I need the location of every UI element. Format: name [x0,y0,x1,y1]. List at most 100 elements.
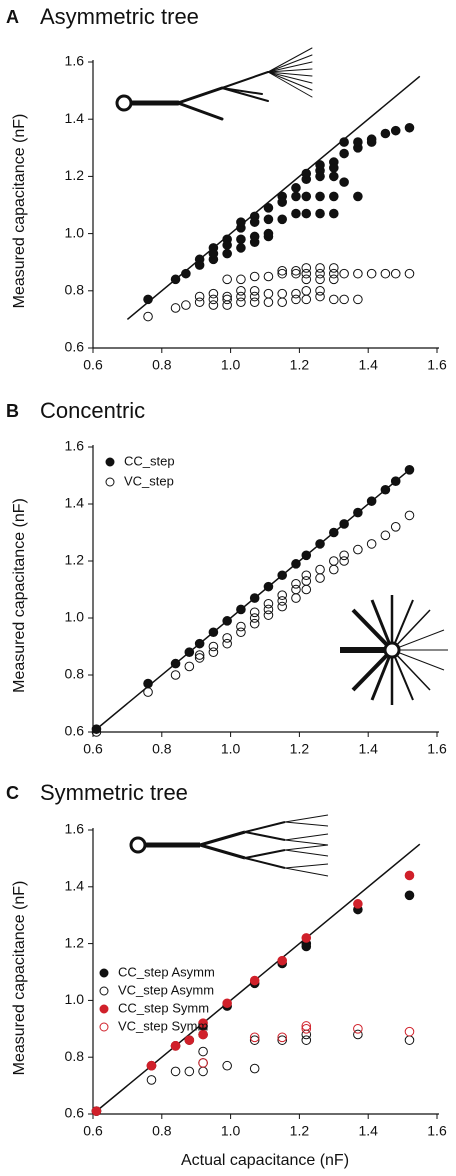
point [315,286,325,296]
point [222,638,232,649]
point [91,1106,102,1116]
point [263,610,274,620]
point [194,260,205,270]
point [170,303,181,313]
point [404,122,415,133]
panel-letter: B [6,401,19,421]
point [263,214,274,225]
point [277,590,288,601]
y-tick-label: 0.6 [65,723,85,739]
point [146,1075,157,1085]
point [222,998,232,1009]
point [329,274,339,285]
x-tick-label: 1.0 [221,357,241,373]
y-tick-label: 1.2 [65,552,85,568]
point [390,476,401,487]
point [236,627,246,638]
y-tick-label: 1.6 [65,438,85,454]
point [301,268,312,279]
point [301,274,312,285]
point [222,1060,232,1071]
point [404,268,415,279]
x-tick-label: 1.6 [427,357,447,373]
point [208,300,219,310]
point [301,191,312,202]
x-tick-label: 0.8 [152,741,172,757]
point [339,137,349,147]
y-tick-label: 0.8 [65,666,85,682]
legend-marker [105,477,115,487]
point [143,678,153,689]
point [184,1066,195,1077]
point [236,604,246,615]
point [353,294,363,305]
point [249,297,260,308]
point [277,197,288,207]
legend-marker [99,986,109,996]
point [236,291,246,302]
point [315,160,325,170]
y-tick-label: 0.6 [65,339,85,355]
point [301,208,312,219]
point [339,519,349,529]
panel-letter: C [6,783,19,803]
point [194,653,205,663]
point [198,1066,208,1077]
legend-label: VC_step [124,473,174,488]
y-tick-label: 1.4 [65,495,85,511]
point [236,234,246,245]
x-tick-label: 1.4 [358,357,378,373]
x-tick-label: 0.6 [83,1123,103,1139]
panel-title: Asymmetric tree [40,4,199,29]
point [390,125,401,136]
point [315,263,325,273]
point [315,268,325,279]
point [194,297,205,308]
point [277,570,288,581]
point [249,231,260,242]
x-tick-label: 1.4 [358,1123,378,1139]
y-axis-label: Measured capacitance (nF) [11,881,28,1076]
point [263,203,274,213]
point [263,598,274,609]
legend-marker [99,1004,109,1014]
x-tick-label: 1.6 [427,741,447,757]
point [198,1046,208,1057]
point [194,291,205,302]
point [208,641,219,652]
point [249,607,260,618]
point [301,584,312,595]
point [404,510,415,521]
point [249,613,260,623]
point [263,271,274,282]
x-tick-label: 1.2 [290,357,310,373]
point [329,268,339,279]
point [208,294,219,305]
point [380,484,391,495]
point [339,550,349,561]
point [194,638,205,649]
point [277,1035,288,1045]
point [315,539,325,549]
point [263,604,274,615]
point [222,633,232,643]
legend-marker [105,457,115,467]
y-tick-label: 1.2 [65,934,85,950]
point [184,1035,195,1045]
point [277,955,288,966]
identity-line [126,75,421,320]
point [143,311,153,322]
x-tick-label: 1.0 [221,1123,241,1139]
point [277,214,288,225]
point [390,268,401,279]
point [208,627,219,638]
x-tick-label: 1.0 [221,741,241,757]
point [236,217,246,227]
y-tick-label: 1.0 [65,224,85,240]
point [291,183,301,193]
point [366,539,377,549]
point [380,530,391,541]
y-tick-label: 0.8 [65,1048,85,1064]
point [222,291,232,302]
y-axis-label: Measured capacitance (nF) [11,498,28,693]
